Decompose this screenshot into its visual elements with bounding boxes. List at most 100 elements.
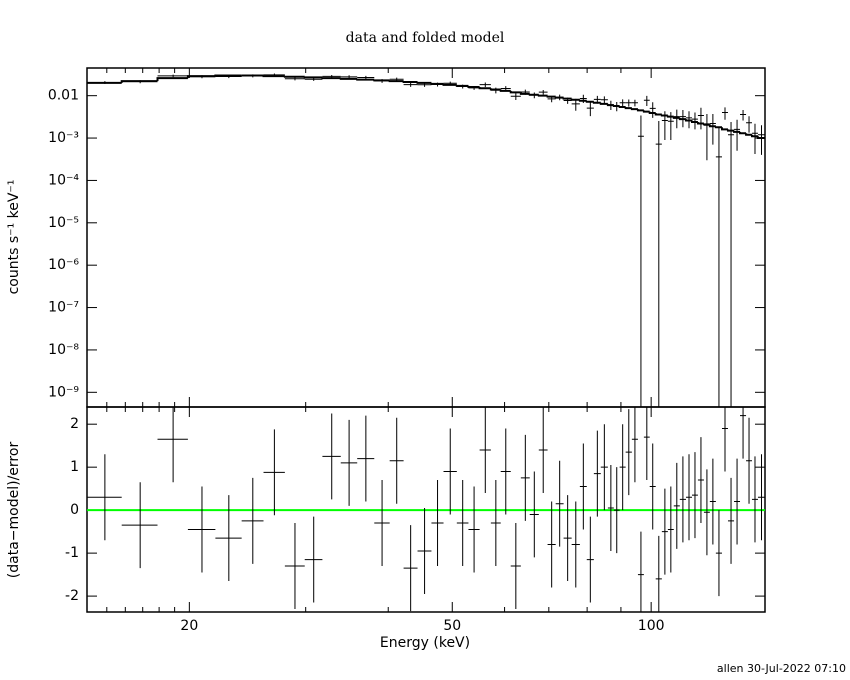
residual-point [304, 516, 323, 603]
model-step [720, 127, 728, 131]
data-point [673, 109, 680, 129]
model-step [455, 84, 469, 87]
model-step [691, 120, 698, 123]
data-point [625, 99, 632, 107]
residual-point [87, 454, 122, 541]
y-axis-label: (data−model)/error [6, 442, 22, 579]
y-tick-label: 10⁻⁶ [48, 257, 79, 273]
plot-area [87, 73, 765, 407]
y-tick-label: 1 [70, 459, 79, 475]
model-step [388, 80, 404, 83]
y-tick-label: 10⁻⁸ [48, 342, 79, 358]
model-step [599, 102, 608, 105]
residual-point [751, 456, 758, 543]
model-step [642, 110, 650, 113]
residual-point [529, 471, 539, 558]
model-step [672, 116, 680, 119]
model-step [666, 115, 674, 118]
data-point [284, 77, 305, 81]
model-step [592, 101, 601, 104]
plot-area [87, 407, 765, 612]
y-tick-label: 2 [70, 416, 79, 432]
residual-point [555, 460, 564, 547]
data-point [751, 123, 758, 155]
residual-point [727, 477, 735, 564]
model-step [648, 111, 656, 115]
residual-point [692, 452, 698, 539]
residual-point [661, 488, 668, 575]
residual-point [685, 454, 693, 541]
residual-point [187, 486, 216, 573]
data-point [757, 125, 765, 155]
model-step [546, 95, 556, 98]
model-step [636, 109, 644, 112]
model-step [519, 92, 530, 95]
model-step [402, 81, 418, 84]
residual-point [563, 495, 572, 582]
residual-point [631, 407, 638, 483]
model-step [733, 130, 741, 133]
y-tick-label: 0 [70, 502, 79, 518]
data-point [721, 107, 728, 120]
y-tick-label: 10⁻⁷ [48, 300, 79, 316]
residual-point [697, 437, 704, 524]
y-tick-label: -2 [65, 588, 79, 604]
data-point [586, 102, 594, 117]
model-step [467, 85, 480, 89]
residual-point [649, 443, 656, 530]
y-tick-label: 0.01 [48, 88, 79, 104]
x-tick-label: 20 [180, 618, 198, 634]
residual-point [443, 428, 457, 515]
residual-point [479, 407, 491, 493]
residual-point [703, 469, 710, 556]
model-step [654, 113, 662, 116]
residual-point [746, 417, 752, 504]
model-step [739, 131, 747, 135]
data-point [727, 121, 735, 407]
data-point [740, 109, 747, 121]
model-step [660, 114, 668, 117]
model-step [156, 77, 188, 82]
data-point [619, 99, 626, 108]
y-tick-label: 10⁻⁹ [48, 384, 79, 400]
residual-point [340, 419, 358, 506]
residual-point [586, 516, 594, 603]
data-point [703, 113, 710, 161]
y-tick-label: 10⁻³ [48, 130, 79, 146]
model-step [303, 76, 323, 79]
model-step [489, 88, 501, 91]
model-step [554, 96, 564, 99]
data-point [600, 96, 608, 104]
model-step [714, 126, 722, 129]
panel-frame [86, 67, 766, 408]
residual-point [374, 480, 390, 567]
model-step [678, 117, 686, 121]
model-step [578, 99, 587, 102]
data-point [649, 102, 656, 118]
model-step [585, 100, 594, 103]
model-step [756, 136, 765, 140]
data-point [734, 119, 741, 151]
residual-point [520, 434, 530, 521]
residual-point [715, 510, 722, 597]
model-step [562, 97, 572, 100]
residual-point [593, 430, 601, 517]
model-step [618, 106, 626, 109]
residual-point [500, 428, 511, 515]
residual-point [673, 462, 680, 549]
residual-point [625, 409, 632, 496]
y-tick-label: 10⁻⁴ [48, 172, 79, 188]
model-step [750, 134, 758, 138]
residual-point [547, 501, 556, 588]
model-step [624, 107, 632, 110]
data-point [490, 87, 501, 94]
residual-point [637, 531, 644, 612]
residual-point [643, 407, 650, 481]
y-tick-label: -1 [65, 545, 79, 561]
data-point [746, 116, 752, 133]
residual-point [607, 465, 614, 551]
data-point [655, 121, 662, 407]
residual-point [403, 525, 418, 612]
y-axis-label: counts s⁻¹ keV⁻¹ [6, 180, 22, 295]
